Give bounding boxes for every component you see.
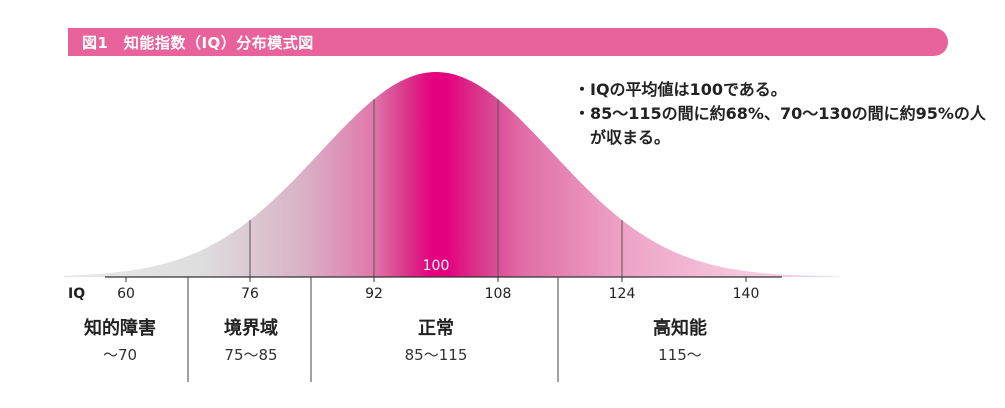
tick-label-140: 140 <box>733 286 760 302</box>
category-name-1: 知的障害 <box>84 317 156 339</box>
notes: ・ IQの平均値は100である。 ・ 85〜115の間に約68%、70〜130の間に… <box>572 78 992 150</box>
category-range-3: 85〜115 <box>405 346 468 364</box>
tick-label-60: 60 <box>117 286 135 302</box>
note-mean: ・ IQの平均値は100である。 <box>574 80 787 99</box>
category-name-4: 高知能 <box>653 317 707 339</box>
tick-label-108: 108 <box>485 286 512 302</box>
category-range-4: 115〜 <box>658 346 702 364</box>
figure-title: 図1 知能指数（IQ）分布模式図 <box>82 34 314 52</box>
category-name-3: 正常 <box>418 317 454 339</box>
title-bar: 図1 知能指数（IQ）分布模式図 <box>68 28 948 56</box>
tick-label-76: 76 <box>241 286 259 302</box>
category-name-2: 境界域 <box>224 317 278 339</box>
note-range: ・ 85〜115の間に約68%、70〜130の間に約95%の人が収まる。 <box>574 104 986 147</box>
bell-curve <box>64 72 839 277</box>
category-range-2: 75〜85 <box>224 346 277 364</box>
category-range-1: 〜70 <box>103 346 137 364</box>
x-axis-label: IQ <box>68 286 85 302</box>
tick-label-124: 124 <box>609 286 636 302</box>
peak-label: 100 <box>423 258 450 274</box>
note-range-text: 85〜115の間に約68%、70〜130の間に約95%の人が収まる。 <box>590 104 986 147</box>
note-mean-text: IQの平均値は100である。 <box>590 80 787 99</box>
tick-label-92: 92 <box>365 286 383 302</box>
